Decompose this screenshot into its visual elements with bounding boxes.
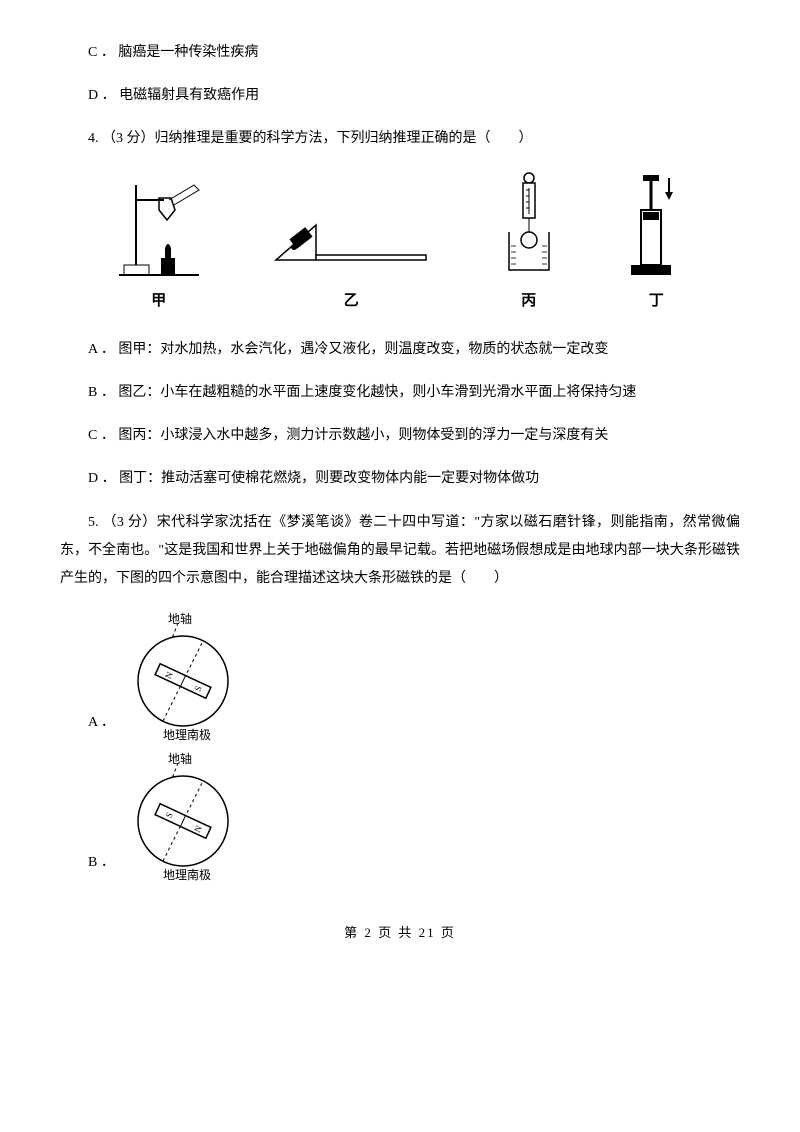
fig-yi-label: 乙 [344, 288, 359, 315]
q4-stem: 4. （3 分）归纳推理是重要的科学方法，下列归纳推理正确的是（ ） [60, 126, 740, 151]
svg-text:地理南极: 地理南极 [163, 867, 211, 881]
fig-bing: 丙 [494, 170, 564, 315]
fig-jia-label: 甲 [151, 288, 166, 315]
q5-optA-label: A ． [88, 710, 115, 741]
option-d-top: D ． 电磁辐射具有致癌作用 [60, 83, 740, 108]
q5-optA-row: A ． 地轴 N S 地理南极 [88, 611, 740, 741]
svg-text:地理南极: 地理南极 [163, 727, 211, 741]
svg-text:地轴: 地轴 [168, 751, 192, 766]
q5-stem: 5. （3 分）宋代科学家沈括在《梦溪笔谈》卷二十四中写道："方家以磁石磨针锋，… [60, 509, 740, 593]
q5-figA: 地轴 N S 地理南极 [123, 611, 253, 741]
page-footer: 第 2 页 共 21 页 [60, 921, 740, 944]
fig-yi: 乙 [266, 200, 436, 315]
q4-figures: 甲 乙 丙 [60, 170, 740, 315]
fig-ding-label: 丁 [649, 288, 664, 315]
fig-jia: 甲 [109, 170, 209, 315]
q4-optD: D ． 图丁：推动活塞可使棉花燃烧，则要改变物体内能一定要对物体做功 [60, 466, 740, 491]
fig-ding: 丁 [621, 170, 691, 315]
q5-optB-label: B ． [88, 850, 115, 881]
q4-optA: A ． 图甲：对水加热，水会汽化，遇冷又液化，则温度改变，物质的状态就一定改变 [60, 337, 740, 362]
svg-text:地轴: 地轴 [168, 611, 192, 626]
fig-bing-label: 丙 [521, 288, 536, 315]
q4-optC: C ． 图丙：小球浸入水中越多，测力计示数越小，则物体受到的浮力一定与深度有关 [60, 423, 740, 448]
q4-optB: B ． 图乙：小车在越粗糙的水平面上速度变化越快，则小车滑到光滑水平面上将保持匀… [60, 380, 740, 405]
q5-optB-row: B ． 地轴 S N 地理南极 [88, 751, 740, 881]
option-c-top: C ． 脑癌是一种传染性疾病 [60, 40, 740, 65]
q5-figB: 地轴 S N 地理南极 [123, 751, 253, 881]
